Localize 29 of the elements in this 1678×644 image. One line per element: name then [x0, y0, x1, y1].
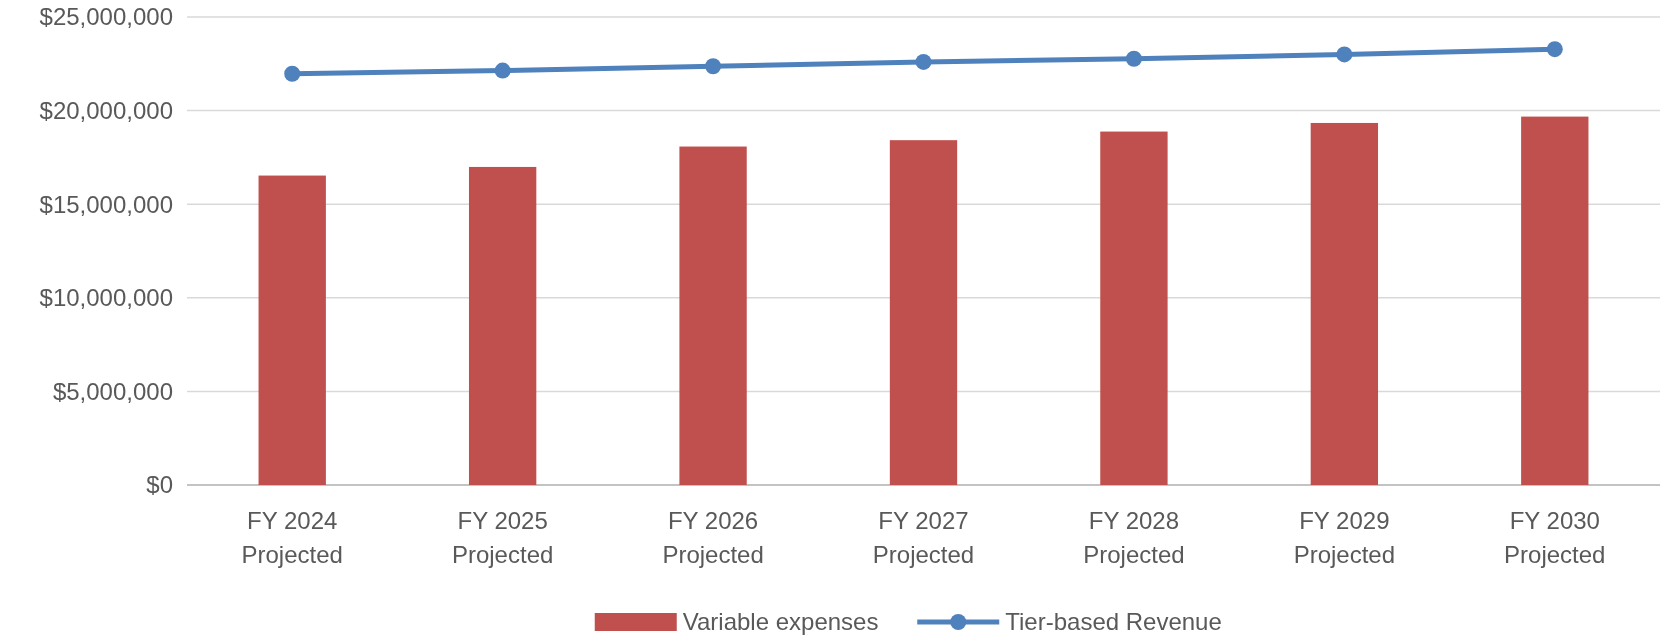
legend-label: Variable expenses [682, 608, 879, 636]
point [1546, 41, 1563, 58]
y-tick-label: $5,000,000 [52, 377, 173, 405]
point [705, 58, 722, 75]
legend-label: Tier-based Revenue [1005, 608, 1222, 636]
x-tick-label: FY 2025 Projected [451, 507, 554, 568]
y-tick-label: $10,000,000 [39, 284, 173, 312]
x-tick-label: FY 2030 Projected [1504, 507, 1606, 568]
x-tick-label: FY 2024 Projected [241, 507, 343, 568]
point [1336, 46, 1353, 63]
y-tick-label: $15,000,000 [39, 190, 173, 218]
bar [1310, 122, 1379, 485]
y-tick-label: $0 [146, 471, 173, 499]
y-tick-label: $20,000,000 [39, 97, 173, 124]
x-tick-label: FY 2029 Projected [1293, 507, 1396, 568]
bar [1100, 131, 1168, 485]
point [494, 62, 511, 79]
bar [889, 140, 958, 485]
bar [258, 175, 326, 485]
point [915, 53, 932, 70]
x-tick-label: FY 2026 Projected [662, 507, 764, 568]
bar [1521, 116, 1589, 485]
x-tick-label: FY 2027 Projected [872, 507, 975, 568]
point [284, 65, 301, 82]
point [1125, 50, 1142, 67]
bar [679, 146, 747, 485]
bar [468, 166, 537, 485]
y-tick-label: $25,000,000 [39, 3, 173, 31]
x-tick-label: FY 2028 Projected [1083, 507, 1185, 568]
